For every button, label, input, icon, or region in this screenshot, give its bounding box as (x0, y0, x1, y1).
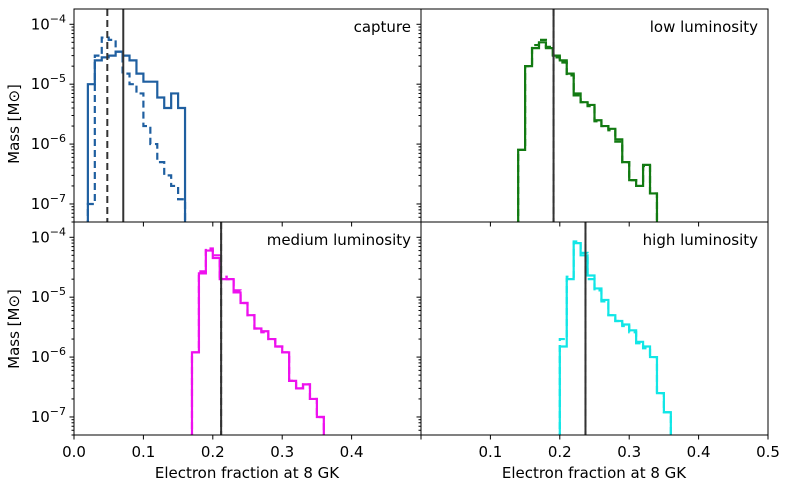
histogram-solid (86, 50, 187, 222)
panel-title: low luminosity (650, 18, 758, 36)
y-tick-label: 10−6 (31, 345, 66, 366)
x-tick-label: 0.2 (201, 443, 225, 461)
plot-area (190, 222, 325, 435)
y-axis-label-top: Mass [M⊙] (5, 84, 23, 164)
plot-area (86, 9, 187, 222)
y-tick-label: 10−5 (31, 285, 66, 306)
plot-area (517, 9, 659, 222)
y-tick-label: 10−6 (31, 132, 66, 153)
x-tick-label: 0.4 (687, 443, 711, 461)
x-tick-label: 0.3 (617, 443, 641, 461)
y-tick-label: 10−5 (31, 72, 66, 93)
y-axis-label-bottom: Mass [M⊙] (5, 289, 23, 369)
histogram-solid (190, 249, 325, 435)
plot-area (558, 222, 672, 435)
x-axis-label-left: Electron fraction at 8 GK (155, 464, 340, 482)
x-tick-label: 0.1 (478, 443, 502, 461)
x-tick-label: 0.2 (548, 443, 572, 461)
panel-title: medium luminosity (267, 231, 411, 249)
x-tick-label: 0.3 (270, 443, 294, 461)
x-tick-label: 0.4 (340, 443, 364, 461)
x-tick-label: 0.1 (131, 443, 155, 461)
panel-4: high luminosity 0.1 0.2 0.3 0.4 0.5 (416, 221, 780, 461)
panel-frame (73, 8, 422, 223)
panels-layer: capture 10−7 10−6 10−5 10−4 low luminosity med… (31, 8, 780, 461)
panel-title: high luminosity (643, 231, 758, 249)
histogram-solid (517, 41, 659, 222)
panel-3: medium luminosity 10−7 10−6 10−5 10−4 0.0 0.1 0… (31, 221, 422, 461)
histogram-dashed (86, 36, 187, 222)
panel-1: capture 10−7 10−6 10−5 10−4 (31, 8, 422, 227)
histogram-dashed (558, 240, 672, 435)
y-tick-label: 10−7 (31, 192, 66, 213)
x-axis-label-right: Electron fraction at 8 GK (502, 464, 687, 482)
panel-frame (73, 221, 422, 436)
histogram-solid (558, 241, 672, 435)
panel-title: capture (354, 18, 411, 36)
histogram-dashed (190, 247, 325, 435)
y-tick-label: 10−4 (31, 12, 66, 33)
panel-frame (420, 221, 769, 436)
histogram-dashed (517, 38, 659, 222)
y-tick-label: 10−4 (31, 225, 66, 246)
panel-2: low luminosity (416, 8, 769, 227)
x-tick-label: 0.5 (756, 443, 780, 461)
x-tick-label: 0.0 (62, 443, 86, 461)
y-tick-label: 10−7 (31, 405, 66, 426)
